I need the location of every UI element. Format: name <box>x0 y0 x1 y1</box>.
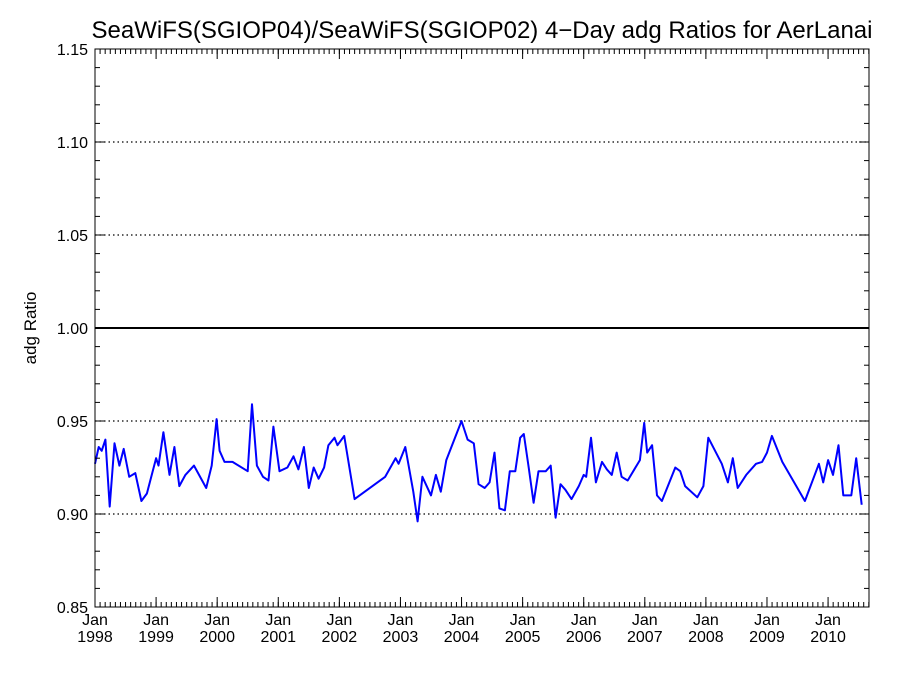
x-tick-year: 1999 <box>138 629 174 646</box>
x-tick-year: 2004 <box>444 629 480 646</box>
x-tick-month: Jan <box>204 612 230 629</box>
x-tick-year: 1998 <box>77 629 113 646</box>
x-tick-year: 2010 <box>810 629 846 646</box>
y-tick-label: 1.15 <box>57 42 88 59</box>
x-tick-year: 2002 <box>322 629 358 646</box>
x-tick-year: 2007 <box>627 629 663 646</box>
x-tick-year: 2008 <box>688 629 724 646</box>
axis-ticks <box>94 48 870 608</box>
x-tick-year: 2001 <box>260 629 296 646</box>
x-tick-month: Jan <box>143 612 169 629</box>
y-axis-label: adg Ratio <box>21 292 40 365</box>
grid-lines <box>95 141 869 515</box>
x-tick-month: Jan <box>82 612 108 629</box>
y-tick-label: 0.95 <box>57 414 88 431</box>
x-tick-labels: Jan1998Jan1999Jan2000Jan2001Jan2002Jan20… <box>77 612 846 646</box>
x-tick-month: Jan <box>754 612 780 629</box>
y-tick-label: 1.05 <box>57 228 88 245</box>
y-tick-label: 0.85 <box>57 600 88 617</box>
x-tick-month: Jan <box>632 612 658 629</box>
x-tick-month: Jan <box>571 612 597 629</box>
x-tick-year: 2000 <box>199 629 235 646</box>
x-tick-month: Jan <box>388 612 414 629</box>
series-group <box>94 403 863 523</box>
x-tick-month: Jan <box>449 612 475 629</box>
y-tick-label: 0.90 <box>57 507 88 524</box>
x-tick-month: Jan <box>265 612 291 629</box>
x-tick-month: Jan <box>510 612 536 629</box>
y-tick-labels: 0.85 0.90 0.95 1.00 1.05 1.10 1.15 <box>57 42 88 617</box>
series-line <box>94 403 863 523</box>
y-tick-label: 1.00 <box>57 321 88 338</box>
x-tick-month: Jan <box>326 612 352 629</box>
x-tick-year: 2003 <box>383 629 419 646</box>
chart-title: SeaWiFS(SGIOP04)/SeaWiFS(SGIOP02) 4−Day … <box>92 17 873 44</box>
x-tick-year: 2009 <box>749 629 785 646</box>
x-tick-year: 2005 <box>505 629 541 646</box>
x-tick-month: Jan <box>815 612 841 629</box>
x-tick-year: 2006 <box>566 629 602 646</box>
y-tick-label: 1.10 <box>57 135 88 152</box>
x-tick-month: Jan <box>693 612 719 629</box>
